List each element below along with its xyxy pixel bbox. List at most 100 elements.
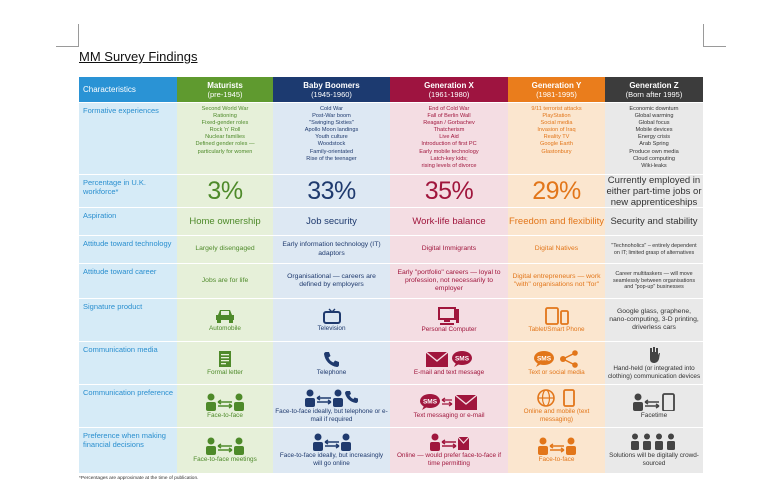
percentage-maturists: 3% xyxy=(177,175,273,208)
comm-pref-baby-boomers-caption: Face-to-face ideally, but telephone or e… xyxy=(275,407,388,423)
header-baby-boomers-years: (1945-1960) xyxy=(311,90,352,99)
media-maturists: Formal letter xyxy=(177,342,273,385)
financial-baby-boomers-caption: Face-to-face ideally, but increasingly w… xyxy=(279,452,384,467)
formative-item: Glastonbury xyxy=(541,148,572,155)
formative-item: Rock 'n' Roll xyxy=(209,127,241,134)
letter-icon xyxy=(219,350,231,367)
row-label-media: Communication media xyxy=(79,342,177,385)
technology-generation-z: "Technoholics" – entirely dependent on I… xyxy=(605,236,703,264)
row-label-product: Signature product xyxy=(79,299,177,342)
formative-item: Fall of Berlin Wall xyxy=(427,113,471,120)
face-to-face-orange-icon xyxy=(537,437,576,456)
row-label-comm-pref: Communication preference xyxy=(79,385,177,428)
footnote: *Percentages are approximate at the time… xyxy=(79,476,199,481)
facetime-icon xyxy=(633,392,675,411)
formative-item: Latch-key kids; xyxy=(430,155,468,162)
sms-share-icon: SMS xyxy=(533,349,578,368)
formative-item: rising levels of divorce xyxy=(421,162,477,169)
formative-item: Wiki-leaks xyxy=(641,162,667,169)
product-generation-z: Google glass, graphene, nano-computing, … xyxy=(605,299,703,342)
row-label-technology: Attitude toward technology xyxy=(79,236,177,264)
financial-baby-boomers: Face-to-face ideally, but increasingly w… xyxy=(273,428,390,474)
aspiration-generation-z: Security and stability xyxy=(605,208,703,236)
formative-item: Economic downturn xyxy=(629,106,679,112)
header-generation-y-name: Generation Y xyxy=(531,80,582,90)
formative-item: Early mobile technology xyxy=(419,148,479,155)
formative-maturists: Second World War Rationing Fixed-gender ro… xyxy=(177,103,273,175)
financial-generation-x: Online — would prefer face-to-face if ti… xyxy=(390,428,508,474)
financial-generation-z: Solutions will be digitally crowd-source… xyxy=(605,428,703,474)
header-baby-boomers-name: Baby Boomers xyxy=(303,80,360,90)
financial-maturists-caption: Face-to-face meetings xyxy=(193,456,257,464)
row-label-percentage: Percentage in U.K. workforce* xyxy=(79,175,177,208)
product-generation-y: Tablet/Smart Phone xyxy=(508,299,605,342)
row-label-characteristics: Characteristics xyxy=(79,77,177,103)
comm-pref-generation-x: SMS Text messaging or e-mail xyxy=(390,385,508,428)
formative-item: Global focus xyxy=(638,120,670,127)
aspiration-generation-x: Work-life balance xyxy=(390,208,508,236)
percentage-generation-x: 35% xyxy=(390,175,508,208)
formative-item: particularly for women xyxy=(197,148,253,155)
formative-item: Thatcherism xyxy=(433,127,465,134)
formative-item: Cold War xyxy=(319,106,344,112)
formative-item: PlayStation xyxy=(542,113,571,120)
financial-generation-y-caption: Face-to-face xyxy=(538,456,575,464)
formative-item: 9/11 terrorist attacks xyxy=(531,106,582,112)
product-generation-x-caption: Personal Computer xyxy=(421,325,477,333)
product-generation-y-caption: Tablet/Smart Phone xyxy=(528,325,585,333)
header-generation-x: Generation X (1961-1980) xyxy=(390,77,508,103)
face-to-face-online-icon xyxy=(312,433,351,452)
formative-generation-y: 9/11 terrorist attacks PlayStation Social … xyxy=(508,103,605,175)
formative-item: Fixed-gender roles xyxy=(201,120,249,127)
financial-generation-x-caption: Online — would prefer face-to-face if ti… xyxy=(396,452,502,467)
aspiration-baby-boomers: Job security xyxy=(273,208,390,236)
document-title: MM Survey Findings xyxy=(79,49,198,64)
media-generation-z: Hand-held (or integrated into clothing) … xyxy=(605,342,703,385)
formative-item: Reagan / Gorbachev xyxy=(423,120,475,127)
technology-baby-boomers: Early information technology (IT) adapto… xyxy=(273,236,390,264)
formative-item: Live Aid xyxy=(439,134,459,141)
formative-item: Youth culture xyxy=(315,134,348,141)
formative-item: Global warming xyxy=(634,113,674,120)
formative-item: Mobile devices xyxy=(635,127,673,134)
formative-item: "Swinging Sixties" xyxy=(309,120,354,127)
formative-item: Rationing xyxy=(213,113,237,120)
telephone-icon xyxy=(323,351,339,367)
product-generation-x: Personal Computer xyxy=(390,299,508,342)
comm-pref-maturists-caption: Face-to-face xyxy=(207,411,243,419)
face-to-face-icon xyxy=(206,393,244,411)
formative-item: Woodstock xyxy=(317,141,346,148)
computer-icon xyxy=(438,306,459,325)
product-baby-boomers: Television xyxy=(273,299,390,342)
formative-item: Reality TV xyxy=(543,134,570,141)
percentage-generation-y: 29% xyxy=(508,175,605,208)
financial-maturists: Face-to-face meetings xyxy=(177,428,273,474)
header-generation-y: Generation Y (1981-1995) xyxy=(508,77,605,103)
header-generation-x-years: (1961-1980) xyxy=(428,90,470,99)
comm-pref-generation-z: Facetime xyxy=(605,385,703,428)
formative-item: Post-War boom xyxy=(312,113,351,120)
comm-pref-generation-y: Online and mobile (text messaging) xyxy=(508,385,605,428)
media-generation-x: SMS E-mail and text message xyxy=(390,342,508,385)
percentage-baby-boomers: 33% xyxy=(273,175,390,208)
media-generation-z-caption: Hand-held (or integrated into clothing) … xyxy=(607,364,701,380)
hand-device-icon xyxy=(650,346,660,363)
row-label-formative: Formative experiences xyxy=(79,103,177,175)
aspiration-generation-y: Freedom and flexibility xyxy=(508,208,605,236)
formative-item: End of Cold War xyxy=(428,106,470,112)
technology-generation-x: Digital Immigrants xyxy=(390,236,508,264)
header-baby-boomers: Baby Boomers (1945-1960) xyxy=(273,77,390,103)
formative-baby-boomers: Cold War Post-War boom "Swinging Sixties" A… xyxy=(273,103,390,175)
formative-item: Introduction of first PC xyxy=(421,141,477,148)
media-baby-boomers-caption: Telephone xyxy=(316,368,347,376)
formative-item: Defined gender roles — xyxy=(195,141,255,148)
header-generation-x-name: Generation X xyxy=(424,80,474,90)
generations-table: Characteristics Maturists (pre-1945) Bab… xyxy=(79,77,703,474)
media-maturists-caption: Formal letter xyxy=(207,368,243,376)
media-generation-y-caption: Text or social media xyxy=(528,368,585,376)
row-label-financial: Preference when making financial decisio… xyxy=(79,428,177,474)
product-maturists-caption: Automobile xyxy=(209,324,241,332)
media-baby-boomers: Telephone xyxy=(273,342,390,385)
formative-item: Google Earth xyxy=(540,141,573,148)
formative-item: Second World War xyxy=(201,106,249,112)
